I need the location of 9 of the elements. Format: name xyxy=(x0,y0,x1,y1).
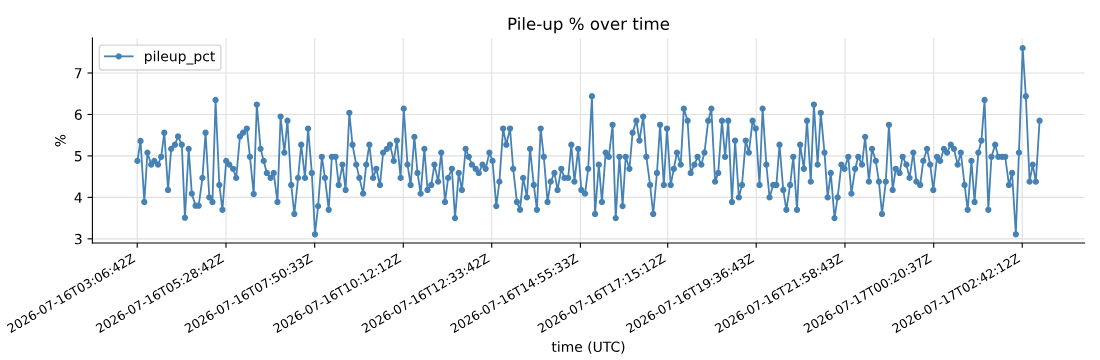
y-tick-label: 5 xyxy=(74,151,82,162)
x-axis-title: time (UTC) xyxy=(551,341,625,354)
y-tick-label: 6 xyxy=(74,109,82,120)
y-axis-title: % xyxy=(55,134,66,147)
legend-label: pileup_pct xyxy=(145,50,215,65)
y-tick-label: 3 xyxy=(74,233,82,245)
y-tick-label: 7 xyxy=(74,68,82,79)
y-tick-label: 4 xyxy=(74,192,82,203)
chart-title: Pile-up % over time xyxy=(508,17,670,34)
